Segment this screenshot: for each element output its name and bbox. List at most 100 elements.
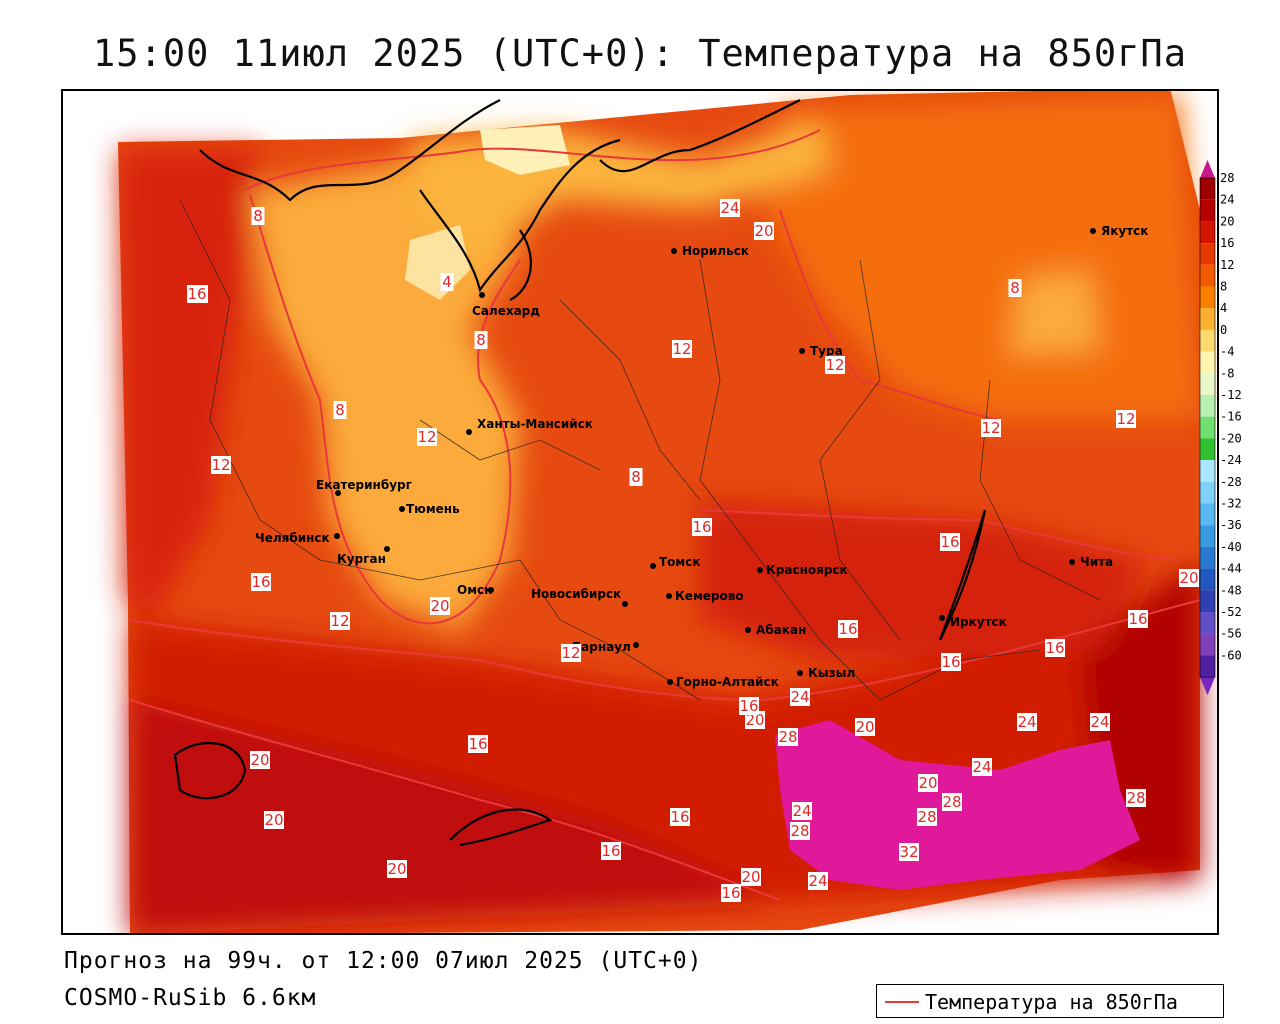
isotherm-label: 16	[670, 808, 690, 826]
isotherm-label-text: 4	[442, 273, 452, 291]
isotherm-label-text: 28	[790, 822, 809, 840]
colorbar-label: -40	[1220, 540, 1242, 554]
city-marker	[479, 292, 485, 298]
isotherm-label: 16	[601, 842, 621, 860]
isotherm-label-text: 28	[1126, 789, 1145, 807]
isotherm-label: 12	[211, 456, 231, 474]
isotherm-label-text: 28	[942, 793, 961, 811]
isotherm-label-text: 24	[720, 199, 739, 217]
colorbar-segment	[1200, 416, 1215, 439]
colorbar-segment	[1200, 373, 1215, 395]
colorbar-label: -48	[1220, 583, 1242, 597]
isotherm-label-box	[825, 356, 845, 374]
isotherm-labels: 8121648812121281281612121616161612162016…	[187, 199, 1199, 902]
isotherm-label: 20	[264, 811, 284, 829]
city-label: Тюмень	[406, 502, 460, 516]
isotherm-label: 12	[981, 419, 1001, 437]
isotherm-label: 28	[1126, 789, 1146, 807]
colorbar-label: -16	[1220, 410, 1242, 424]
isotherm-label-box	[808, 872, 828, 890]
isotherm-label-text: 20	[387, 860, 406, 878]
isotherm-label: 16	[692, 518, 712, 536]
model-name: COSMO-RuSib 6.6км	[64, 985, 317, 1011]
isotherm-label-text: 20	[745, 711, 764, 729]
isotherm-label-box	[264, 811, 284, 829]
city-marker	[399, 506, 405, 512]
isotherm-label: 12	[330, 612, 350, 630]
isotherm-label: 8	[474, 331, 488, 349]
colorbar-segment	[1200, 221, 1215, 244]
isotherm-label-text: 16	[739, 697, 758, 715]
colorbar-label: -56	[1220, 627, 1242, 641]
isotherm-label: 28	[790, 822, 810, 840]
isotherm-label-text: 20	[918, 774, 937, 792]
colorbar-segment	[1200, 199, 1215, 222]
isotherm-label-box	[741, 868, 761, 886]
isotherm-label-box	[899, 843, 919, 861]
city-label: Горно-Алтайск	[676, 675, 779, 689]
isotherm-label-box	[692, 518, 712, 536]
colorbar-label: -44	[1220, 562, 1242, 576]
colorbar-label: 0	[1220, 323, 1227, 337]
isotherm-label-box	[1090, 713, 1110, 731]
isotherm-label-box	[387, 860, 407, 878]
isotherm-label-box	[942, 793, 962, 811]
colorbar-segment	[1200, 568, 1215, 591]
isotherm-label: 28	[917, 808, 937, 826]
isotherm-label-text: 24	[808, 872, 827, 890]
colorbar-segment	[1200, 243, 1215, 265]
isotherm-label: 12	[672, 340, 692, 358]
isotherm-label-box	[601, 842, 621, 860]
city-marker	[667, 679, 673, 685]
city-marker	[650, 563, 656, 569]
city-label: Красноярск	[766, 563, 848, 577]
isotherm-label-text: 8	[631, 468, 641, 486]
colorbar-label: -24	[1220, 453, 1242, 467]
colorbar-segment	[1200, 525, 1215, 547]
isotherm-label-box	[672, 340, 692, 358]
isotherm-label: 20	[754, 222, 774, 240]
colorbar-segment	[1200, 481, 1215, 504]
colorbar-label: 24	[1220, 193, 1234, 207]
cities: Норильск Якутск Салехард Тура Ханты-Мансийск…	[255, 224, 1148, 689]
colorbar-segment	[1200, 395, 1215, 417]
isotherm-label-text: 20	[1179, 569, 1198, 587]
isotherm-label-text: 32	[899, 843, 918, 861]
isotherm-label-text: 20	[754, 222, 773, 240]
city-marker	[666, 593, 672, 599]
colorbar-arrow-bottom	[1200, 677, 1215, 696]
isotherm-label-box	[1008, 279, 1022, 297]
isotherm-label-box	[1045, 639, 1065, 657]
isotherm-label-box	[1179, 569, 1199, 587]
isotherm-label-text: 16	[721, 884, 740, 902]
colorbar-segment	[1200, 655, 1215, 678]
isotherm-label: 24	[1090, 713, 1110, 731]
isotherm-label-text: 12	[561, 644, 580, 662]
isotherm-label-text: 12	[211, 456, 230, 474]
isotherm-label-box	[440, 273, 454, 291]
colorbar-label: 16	[1220, 236, 1234, 250]
colorbar-label: 20	[1220, 214, 1234, 228]
isotherm-label-box	[981, 419, 1001, 437]
isotherm-label-text: 16	[1128, 610, 1147, 628]
isotherm-label-box	[721, 884, 741, 902]
isotherm-label-box	[778, 728, 798, 746]
city-marker	[622, 601, 628, 607]
isotherm-label: 16	[251, 573, 271, 591]
colorbar-segment	[1200, 178, 1215, 200]
isotherm-label-box	[187, 285, 207, 303]
legend-line-swatch	[885, 1001, 919, 1003]
city-label: Челябинск	[255, 531, 330, 545]
city-label: Курган	[337, 552, 386, 566]
colorbar-label: -28	[1220, 475, 1242, 489]
city-label: Ханты-Мансийск	[477, 417, 593, 431]
isotherm-label-text: 20	[855, 718, 874, 736]
isotherm-label: 20	[430, 597, 450, 615]
isotherm-label-text: 20	[741, 868, 760, 886]
isotherm-label-box	[1017, 713, 1037, 731]
isotherm-label-text: 16	[1045, 639, 1064, 657]
city-label: Абакан	[756, 623, 806, 637]
isotherm-label: 8	[333, 401, 347, 419]
isotherm-label-box	[792, 802, 812, 820]
